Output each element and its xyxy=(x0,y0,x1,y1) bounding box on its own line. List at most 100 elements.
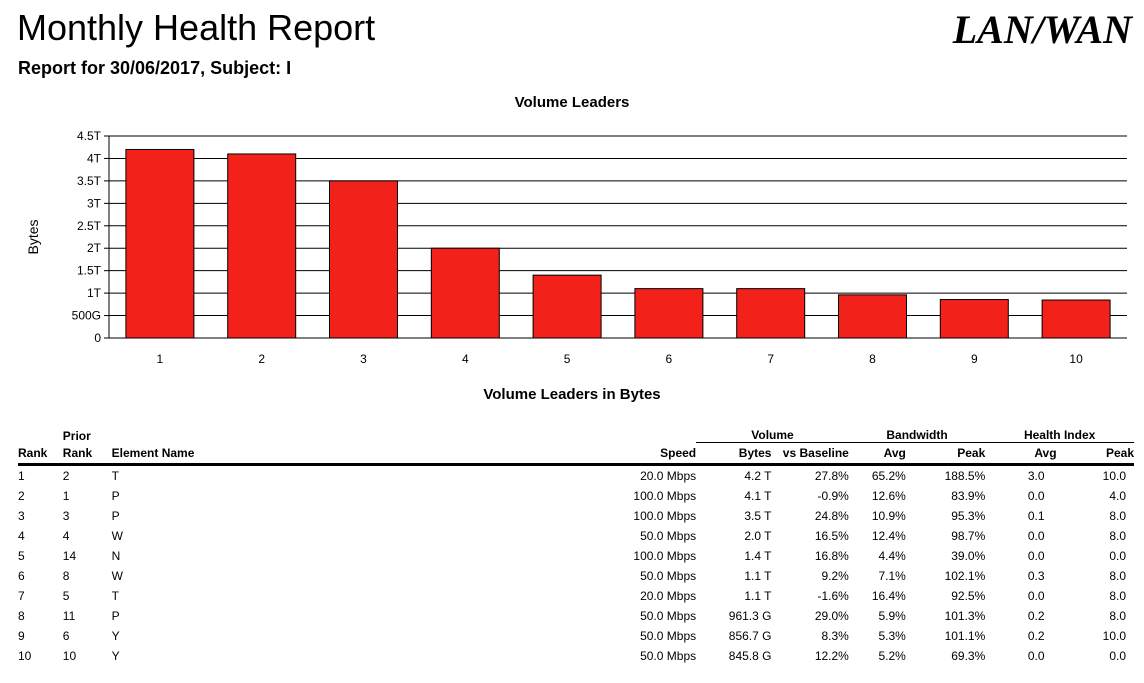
table-cell: 100.0 Mbps xyxy=(633,489,697,503)
table-cell: 0.0 xyxy=(1027,489,1045,503)
table-cell: 92.5% xyxy=(951,589,986,603)
table-cell: 0.0 xyxy=(1027,649,1045,663)
volume-leaders-table: Prior Volume Bandwidth Health Index Rank… xyxy=(18,422,1134,666)
table-cell: 1 xyxy=(62,489,70,503)
table-cell: 24.8% xyxy=(814,509,849,523)
table-cell: 8.0 xyxy=(1109,569,1126,583)
table-cell: 5.9% xyxy=(878,609,906,623)
table-cell: 50.0 Mbps xyxy=(640,629,697,643)
table-cell: N xyxy=(111,549,121,563)
table-cell: 101.3% xyxy=(944,609,986,623)
table-cell: 4 xyxy=(62,529,70,543)
table-cell: P xyxy=(111,509,120,523)
table-cell: 10 xyxy=(62,649,77,663)
y-tick-label: 1T xyxy=(87,286,102,300)
table-cell: 4.1 T xyxy=(744,489,772,503)
column-header: Peak xyxy=(1056,442,1134,466)
table-cell: 8.3% xyxy=(821,629,849,643)
table-cell: 27.8% xyxy=(814,469,849,483)
table-row: 10 10 Y 50.0 Mbps 845.8 G 12.2% 5.2% 69.3% 0.0 0.… xyxy=(18,646,1134,666)
table-cell: 5.3% xyxy=(878,629,906,643)
table-cell: 0.0 xyxy=(1109,649,1126,663)
table-cell: 98.7% xyxy=(951,529,986,543)
table-cell: 29.0% xyxy=(814,609,849,623)
column-header: Rank xyxy=(18,442,63,466)
table-cell: -0.9% xyxy=(817,489,849,503)
table-cell: 856.7 G xyxy=(728,629,772,643)
y-tick-label: 4T xyxy=(87,151,102,165)
column-header: Element Name xyxy=(111,442,540,466)
table-cell: 6 xyxy=(62,629,70,643)
table-row: 8 11 P 50.0 Mbps 961.3 G 29.0% 5.9% 101.3% 0.2 8.… xyxy=(18,606,1134,626)
column-header: Avg xyxy=(848,442,906,466)
x-tick-label: 5 xyxy=(564,352,571,366)
table-cell: 3 xyxy=(18,509,25,523)
table-cell: 961.3 G xyxy=(728,609,772,623)
x-tick-label: 4 xyxy=(462,352,469,366)
table-cell: T xyxy=(111,589,120,603)
table-cell: 2 xyxy=(18,489,25,503)
table-cell: 69.3% xyxy=(951,649,986,663)
column-header: Speed xyxy=(539,442,697,466)
table-cell: 8.0 xyxy=(1109,509,1126,523)
table-row: 1 2 T 20.0 Mbps 4.2 T 27.8% 65.2% 188.5% 3.0 10.0 xyxy=(18,465,1134,487)
table-cell: 10.0 xyxy=(1102,629,1126,643)
x-tick-label: 6 xyxy=(666,352,673,366)
table-cell: 9.2% xyxy=(821,569,849,583)
y-tick-label: 3T xyxy=(87,196,102,210)
table-cell: 39.0% xyxy=(951,549,986,563)
table-cell: 845.8 G xyxy=(728,649,772,663)
y-tick-label: 1.5T xyxy=(77,264,102,278)
table-row: 6 8 W 50.0 Mbps 1.1 T 9.2% 7.1% 102.1% 0.3 8.0 xyxy=(18,566,1134,586)
table-cell: 20.0 Mbps xyxy=(640,469,697,483)
table-cell: 20.0 Mbps xyxy=(640,589,697,603)
report-title: Monthly Health Report xyxy=(17,7,376,48)
x-tick-label: 9 xyxy=(971,352,978,366)
table-cell: 8.0 xyxy=(1109,589,1126,603)
table-row: 5 14 N 100.0 Mbps 1.4 T 16.8% 4.4% 39.0% 0.0 0.0 xyxy=(18,546,1134,566)
table-cell: 102.1% xyxy=(944,569,986,583)
table-cell: 9 xyxy=(18,629,25,643)
table-cell: 12.2% xyxy=(814,649,849,663)
bar xyxy=(125,148,195,339)
table-cell: 0.2 xyxy=(1027,609,1045,623)
table-cell: 1.1 T xyxy=(744,589,772,603)
table-cell: 50.0 Mbps xyxy=(640,529,697,543)
table-cell: 65.2% xyxy=(871,469,906,483)
table-cell: Y xyxy=(111,649,120,663)
column-header: vs Baseline xyxy=(771,442,849,466)
table-cell: 1.4 T xyxy=(744,549,772,563)
bar xyxy=(227,153,297,339)
table-cell: 0.0 xyxy=(1027,589,1045,603)
table-cell: 0.1 xyxy=(1027,509,1045,523)
bar xyxy=(634,288,704,339)
bar xyxy=(430,247,500,339)
y-tick-label: 2.5T xyxy=(77,219,102,233)
report-subtitle: Report for 30/06/2017, Subject: I xyxy=(18,58,292,78)
y-tick-label: 500G xyxy=(72,309,101,323)
table-cell: 2.0 T xyxy=(744,529,772,543)
table-cell: -1.6% xyxy=(817,589,849,603)
lan-wan-logo: LAN/WAN xyxy=(952,7,1132,52)
table-cell: 8 xyxy=(62,569,70,583)
prior-header: Prior xyxy=(62,428,91,443)
table-cell: W xyxy=(111,569,123,583)
x-tick-label: 3 xyxy=(360,352,367,366)
chart-title: Volume Leaders xyxy=(514,94,630,111)
table-cell: 5 xyxy=(18,549,25,563)
table-cell: 5 xyxy=(62,589,70,603)
table-row: 9 6 Y 50.0 Mbps 856.7 G 8.3% 5.3% 101.1% 0.2 10.0 xyxy=(18,626,1134,646)
x-tick-label: 7 xyxy=(767,352,774,366)
table-cell: 3.5 T xyxy=(744,509,772,523)
y-axis-label: Bytes xyxy=(25,219,41,254)
table-cell: 4.0 xyxy=(1109,489,1126,503)
y-tick-label: 2T xyxy=(87,241,102,255)
table-cell: 7 xyxy=(18,589,25,603)
table-cell: 1.1 T xyxy=(744,569,772,583)
table-row: 4 4 W 50.0 Mbps 2.0 T 16.5% 12.4% 98.7% 0.0 8.0 xyxy=(18,526,1134,546)
y-tick-label: 0 xyxy=(94,331,101,345)
table-cell: 4.2 T xyxy=(744,469,772,483)
table-cell: 16.8% xyxy=(814,549,849,563)
table-cell: 0.2 xyxy=(1027,629,1045,643)
table-cell: 2 xyxy=(62,469,70,483)
